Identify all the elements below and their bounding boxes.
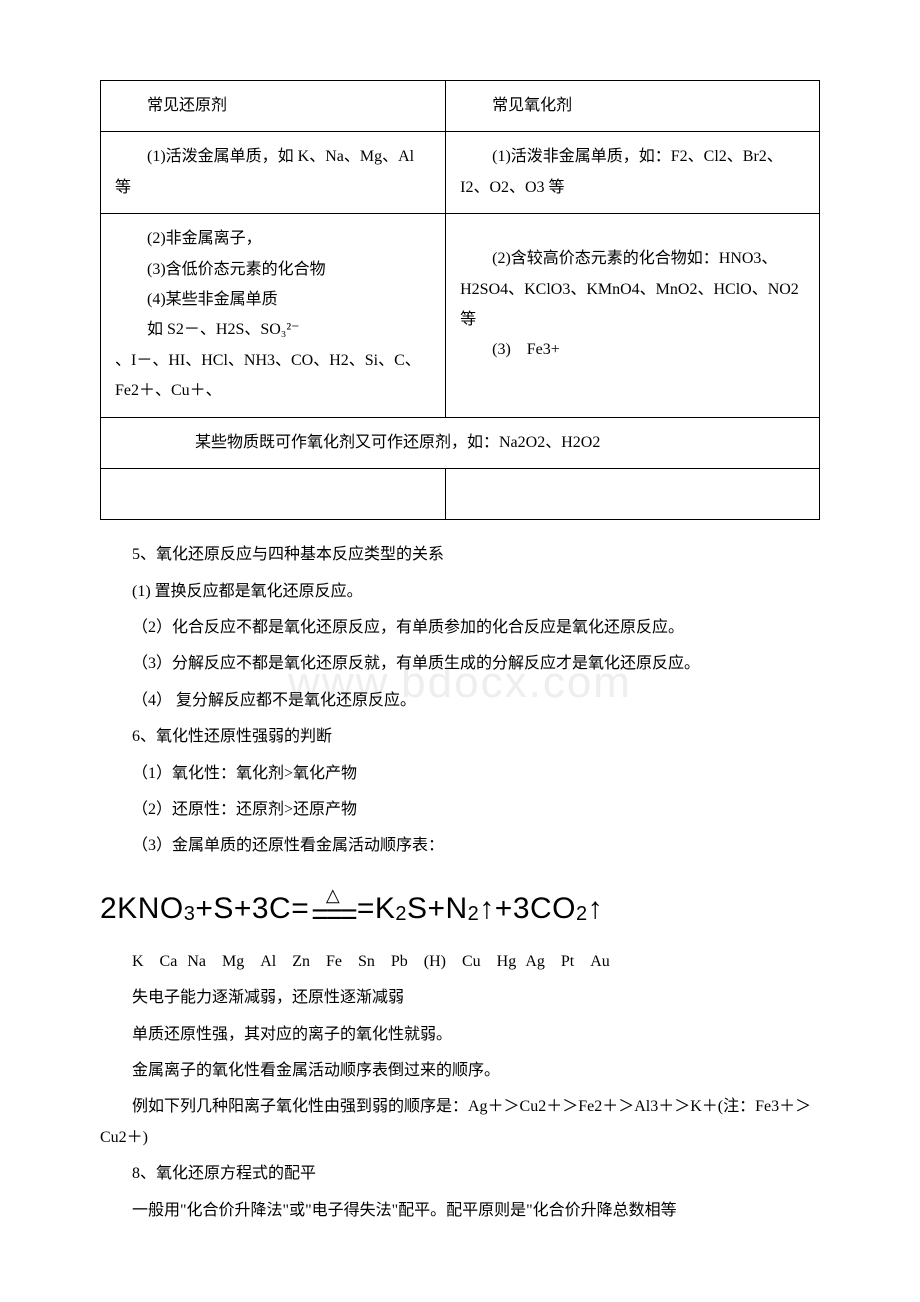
header-left: 常见还原剂	[101, 81, 446, 132]
cell-left-2-line4: 如 S2－、H2S、SO₃²⁻	[115, 315, 431, 345]
cell-left-2-line3: (4)某些非金属单质	[115, 285, 431, 315]
eq-part4: S+N	[407, 880, 468, 937]
paragraph-8-body: 一般用"化合价升降法"或"电子得失法"配平。配平原则是"化合价升降总数相等	[100, 1196, 820, 1226]
cell-right-1: (1)活泼非金属单质，如：F2、Cl2、Br2、I2、O2、O3 等	[446, 132, 820, 214]
cell-right-2-line2: (3) Fe3+	[460, 335, 805, 365]
metal-activity-series: K Ca Na Mg Al Zn Fe Sn Pb (H) Cu Hg Ag P…	[100, 947, 820, 977]
paragraph-8-title: 8、氧化还原方程式的配平	[100, 1159, 820, 1189]
cell-left-2: (2)非金属离子， (3)含低价态元素的化合物 (4)某些非金属单质 如 S2－…	[101, 214, 446, 417]
paragraph-reducing: 单质还原性强，其对应的离子的氧化性就弱。	[100, 1020, 820, 1050]
paragraph-example: 例如下列几种阳离子氧化性由强到弱的顺序是：Ag＋＞Cu2＋＞Fe2＋＞Al3＋＞…	[100, 1092, 820, 1153]
content-layer: （3）分解反应不都是氧化还原反就，有单质生成的分解反应才是氧化还原反应。 （4）…	[100, 649, 820, 716]
table-row: (1)活泼金属单质，如 K、Na、Mg、Al 等 (1)活泼非金属单质，如：F2…	[101, 132, 820, 214]
eq-arrow1: ↑	[479, 880, 495, 937]
eq-sub4: 2	[576, 895, 588, 933]
paragraph-5-2: （2）化合反应不都是氧化还原反应，有单质参加的化合反应是氧化还原反应。	[100, 613, 820, 643]
watermark-area: www.bdocx.com （3）分解反应不都是氧化还原反就，有单质生成的分解反…	[100, 649, 820, 716]
header-right-text: 常见氧化剂	[492, 97, 572, 114]
cell-empty-left	[101, 468, 446, 519]
chemical-equation: 2KNO3+S+3C=△====K2S+N2↑+3CO2↑	[100, 880, 820, 937]
eq-equals: ===	[311, 900, 355, 930]
eq-triangle-over: △===	[311, 886, 355, 930]
paragraph-electron: 失电子能力逐渐减弱，还原性逐渐减弱	[100, 983, 820, 1013]
paragraph-6-3: （3）金属单质的还原性看金属活动顺序表：	[100, 831, 820, 861]
header-right: 常见氧化剂	[446, 81, 820, 132]
eq-part2: +S+3C=	[195, 880, 309, 937]
paragraph-6-title: 6、氧化性还原性强弱的判断	[100, 722, 820, 752]
cell-merged: 某些物质既可作氧化剂又可作还原剂，如：Na2O2、H2O2	[101, 417, 820, 468]
table-row-merged: 某些物质既可作氧化剂又可作还原剂，如：Na2O2、H2O2	[101, 417, 820, 468]
paragraph-5-title: 5、氧化还原反应与四种基本反应类型的关系	[100, 540, 820, 570]
eq-sub3: 2	[468, 895, 480, 933]
cell-empty-right	[446, 468, 820, 519]
paragraph-5-3: （3）分解反应不都是氧化还原反就，有单质生成的分解反应才是氧化还原反应。	[100, 649, 820, 679]
eq-sub2: 2	[395, 895, 407, 933]
paragraph-5-1: (1) 置换反应都是氧化还原反应。	[100, 577, 820, 607]
eq-arrow2: ↑	[588, 880, 604, 937]
cell-left-1-text: (1)活泼金属单质，如 K、Na、Mg、Al 等	[115, 142, 431, 203]
cell-right-1-text: (1)活泼非金属单质，如：F2、Cl2、Br2、I2、O2、O3 等	[460, 142, 805, 203]
cell-right-2-line1: (2)含较高价态元素的化合物如：HNO3、H2SO4、KClO3、KMnO4、M…	[460, 244, 805, 335]
eq-part3: =K	[357, 880, 396, 937]
spacer	[460, 224, 805, 244]
cell-left-1: (1)活泼金属单质，如 K、Na、Mg、Al 等	[101, 132, 446, 214]
eq-part1: 2KNO	[100, 880, 184, 937]
paragraph-ion-oxidizing: 金属离子的氧化性看金属活动顺序表倒过来的顺序。	[100, 1056, 820, 1086]
table-header-row: 常见还原剂 常见氧化剂	[101, 81, 820, 132]
header-left-text: 常见还原剂	[147, 97, 227, 114]
paragraph-5-4: （4） 复分解反应都不是氧化还原反应。	[100, 686, 820, 716]
reagent-table: 常见还原剂 常见氧化剂 (1)活泼金属单质，如 K、Na、Mg、Al 等 (1)…	[100, 80, 820, 520]
table-row-empty	[101, 468, 820, 519]
paragraph-6-2: （2）还原性：还原剂>还原产物	[100, 795, 820, 825]
table-row: (2)非金属离子， (3)含低价态元素的化合物 (4)某些非金属单质 如 S2－…	[101, 214, 820, 417]
cell-left-2-line1: (2)非金属离子，	[115, 224, 431, 254]
paragraph-6-1: （1）氧化性：氧化剂>氧化产物	[100, 759, 820, 789]
cell-left-2-line2: (3)含低价态元素的化合物	[115, 255, 431, 285]
eq-part5: +3CO	[495, 880, 576, 937]
cell-left-2-line5: 、I－、HI、HCl、NH3、CO、H2、Si、C、Fe2＋、Cu＋、	[115, 346, 431, 407]
cell-right-2: (2)含较高价态元素的化合物如：HNO3、H2SO4、KClO3、KMnO4、M…	[446, 214, 820, 417]
cell-merged-text: 某些物质既可作氧化剂又可作还原剂，如：Na2O2、H2O2	[115, 428, 805, 458]
eq-sub1: 3	[184, 895, 196, 933]
